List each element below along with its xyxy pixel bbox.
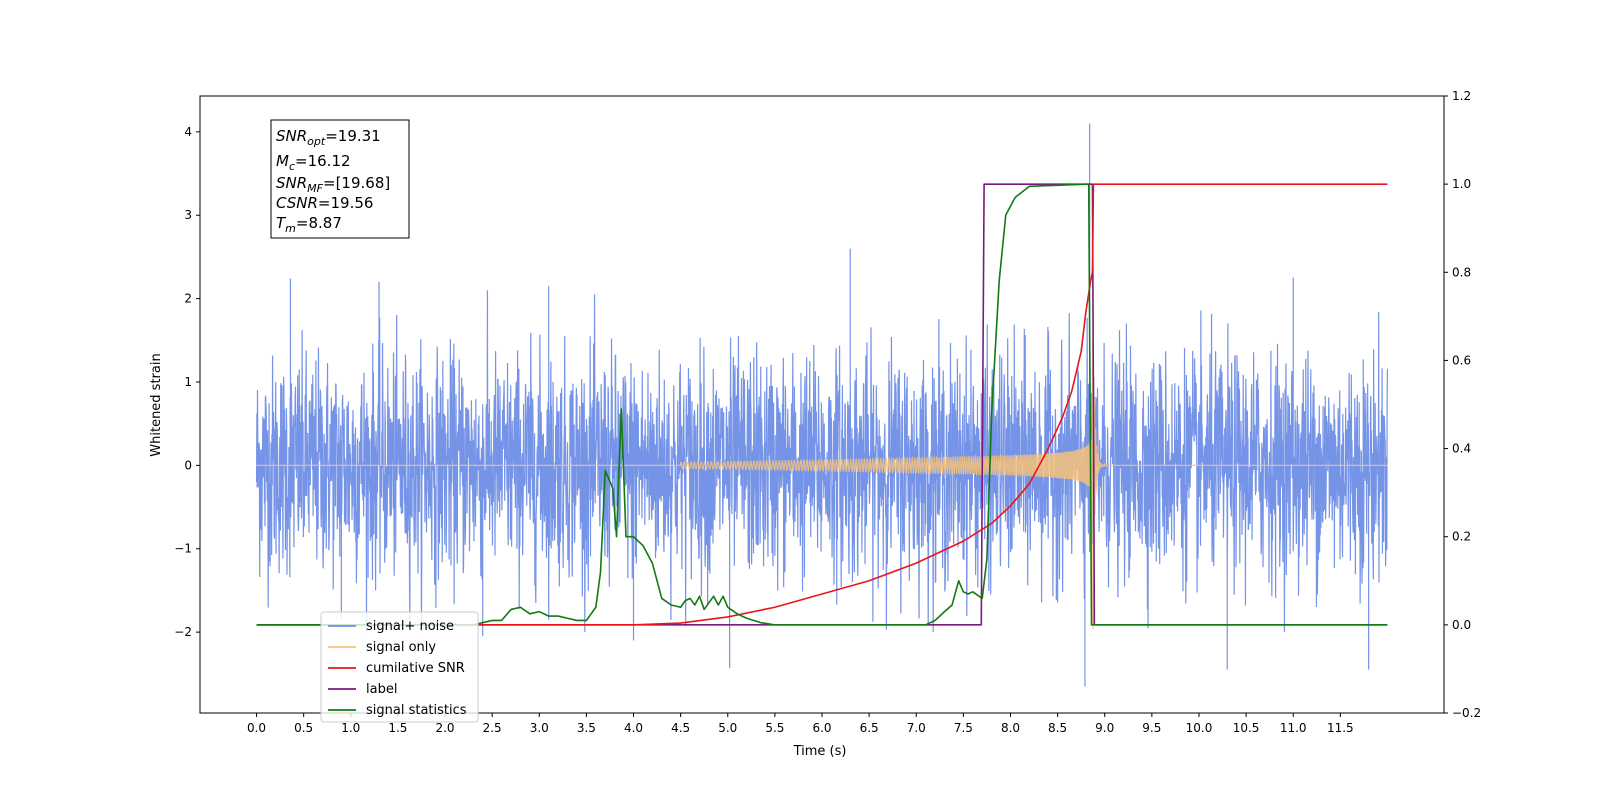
legend-label: label [366, 682, 397, 697]
legend-label: signal+ noise [366, 619, 454, 634]
y2-tick-label: 1.0 [1452, 177, 1471, 191]
annotation-box: SNRopt=19.31 Mc=16.12 SNRMF=[19.68] CSNR… [270, 119, 410, 239]
y-tick-label: 4 [184, 125, 192, 139]
y2-tick-label: 0.8 [1452, 265, 1471, 279]
legend-label: signal statistics [366, 703, 467, 718]
y2-tick-label: 0.0 [1452, 618, 1471, 632]
x-tick-label: 3.0 [530, 721, 549, 735]
y2-tick-label: 0.6 [1452, 353, 1471, 367]
x-axis: 0.0 0.5 1.0 1.5 2.0 2.5 3.0 3.5 4.0 4.5 5.0 5.5 6.0 6… [247, 713, 1354, 735]
series-signal-statistics [256, 183, 1388, 626]
x-tick-label: 9.5 [1142, 721, 1161, 735]
y-tick-label: 0 [184, 458, 192, 472]
y-tick-label: 2 [184, 292, 192, 306]
y-tick-label: −2 [174, 625, 192, 639]
y-tick-label: 1 [184, 375, 192, 389]
x-tick-label: 10.5 [1233, 721, 1260, 735]
y2-tick-label: 0.4 [1452, 442, 1471, 456]
x-tick-label: 0.5 [294, 721, 313, 735]
series-signal-noise [255, 123, 1389, 687]
y2-tick-label: 0.2 [1452, 530, 1471, 544]
legend-label: signal only [366, 640, 436, 655]
y2-tick-label: −0.2 [1452, 706, 1481, 720]
x-tick-label: 5.5 [765, 721, 784, 735]
x-tick-label: 6.5 [860, 721, 879, 735]
legend: signal+ noise signal only cumilative SNR la… [320, 611, 479, 723]
y-axis-left: −2 −1 0 1 2 3 4 [174, 125, 200, 639]
x-tick-label: 8.5 [1048, 721, 1067, 735]
y-axis-right: −0.2 0.0 0.2 0.4 0.6 0.8 1.0 1.2 [1444, 89, 1481, 720]
x-tick-label: 7.0 [907, 721, 926, 735]
x-tick-label: 0.0 [247, 721, 266, 735]
plot-area [255, 123, 1389, 687]
x-tick-label: 1.5 [388, 721, 407, 735]
x-tick-label: 2.0 [435, 721, 454, 735]
x-tick-label: 8.0 [1001, 721, 1020, 735]
x-tick-label: 5.0 [718, 721, 737, 735]
x-tick-label: 6.0 [812, 721, 831, 735]
x-tick-label: 10.0 [1186, 721, 1213, 735]
y2-tick-label: 1.2 [1452, 89, 1471, 103]
annotation-line: Mc=16.12 [276, 152, 351, 173]
x-tick-label: 3.5 [577, 721, 596, 735]
x-tick-label: 11.5 [1327, 721, 1354, 735]
x-tick-label: 2.5 [483, 721, 502, 735]
annotation-frame [270, 119, 410, 239]
legend-frame [320, 611, 479, 723]
x-tick-label: 4.5 [671, 721, 690, 735]
y-axis-label: Whitened strain [149, 353, 164, 456]
annotation-line: SNRMF=[19.68] [276, 174, 390, 195]
annotation-line: Tm=8.87 [276, 214, 342, 235]
legend-label: cumilative SNR [366, 661, 465, 676]
y-tick-label: −1 [174, 542, 192, 556]
annotation-line: CSNR=19.56 [276, 194, 373, 212]
x-tick-label: 9.0 [1095, 721, 1114, 735]
y-tick-label: 3 [184, 208, 192, 222]
x-tick-label: 11.0 [1280, 721, 1307, 735]
x-tick-label: 1.0 [341, 721, 360, 735]
x-tick-label: 4.0 [624, 721, 643, 735]
x-axis-label: Time (s) [793, 744, 847, 759]
x-tick-label: 7.5 [954, 721, 973, 735]
annotation-line: SNRopt=19.31 [276, 127, 381, 148]
